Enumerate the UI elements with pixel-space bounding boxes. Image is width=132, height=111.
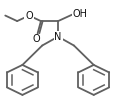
Text: O: O [32,34,40,44]
Text: O: O [25,11,33,21]
Text: OH: OH [72,9,87,19]
Text: N: N [54,32,62,42]
